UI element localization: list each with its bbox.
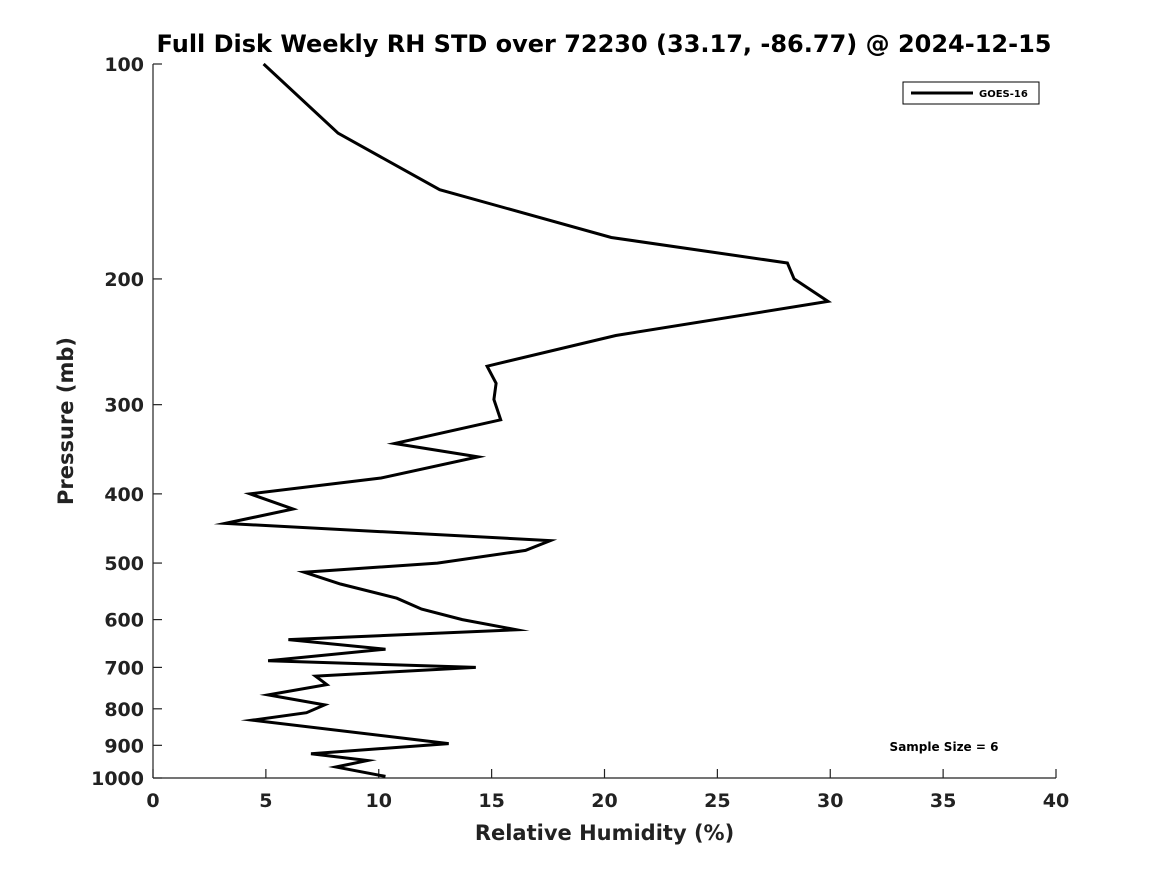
- x-tick-label: 25: [704, 790, 730, 812]
- y-tick-label: 200: [104, 269, 144, 291]
- x-tick-label: 40: [1043, 790, 1069, 812]
- y-tick-label: 700: [104, 657, 144, 679]
- series-line-goes-16: [213, 62, 833, 778]
- y-tick-label: 300: [104, 395, 144, 417]
- x-tick-label: 10: [366, 790, 392, 812]
- x-tick-label: 0: [146, 790, 159, 812]
- y-tick-label: 1000: [91, 768, 144, 790]
- y-axis-label: Pressure (mb): [54, 337, 78, 505]
- x-tick-label: 35: [930, 790, 956, 812]
- sample-size-annotation: Sample Size = 6: [890, 740, 999, 754]
- x-axis-label: Relative Humidity (%): [475, 821, 734, 845]
- chart-title: Full Disk Weekly RH STD over 72230 (33.1…: [157, 30, 1052, 58]
- y-tick-label: 500: [104, 553, 144, 575]
- plot-area: 0 5 10 15 20 25 30 35 40 100 200 300 400 500 600 700 80…: [91, 54, 1069, 812]
- x-tick-label: 5: [259, 790, 272, 812]
- x-axis-ticks: 0 5 10 15 20 25 30 35 40: [146, 769, 1069, 812]
- legend-label-goes-16: GOES-16: [979, 89, 1028, 100]
- y-tick-label: 800: [104, 699, 144, 721]
- x-tick-label: 15: [478, 790, 504, 812]
- x-tick-label: 20: [591, 790, 617, 812]
- legend: GOES-16: [902, 81, 1040, 105]
- x-tick-label: 30: [817, 790, 843, 812]
- y-tick-label: 400: [104, 484, 144, 506]
- y-tick-label: 900: [104, 735, 144, 757]
- y-axis-ticks: 100 200 300 400 500 600 700 800 900 1000: [91, 54, 162, 790]
- y-tick-label: 100: [104, 54, 144, 76]
- series-group: [213, 62, 833, 778]
- y-tick-label: 600: [104, 610, 144, 632]
